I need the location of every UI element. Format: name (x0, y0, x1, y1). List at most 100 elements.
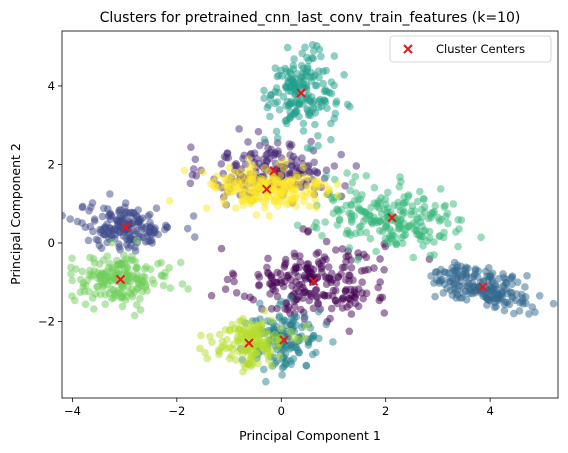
data-point (418, 222, 426, 230)
data-point (275, 160, 284, 168)
data-point (345, 244, 354, 252)
data-point (535, 292, 544, 300)
data-point (283, 43, 292, 52)
data-point (19, 309, 27, 317)
data-point (292, 321, 300, 329)
data-point (347, 264, 356, 272)
data-point (277, 324, 285, 333)
data-point (344, 294, 353, 303)
data-point (347, 218, 356, 226)
data-point (343, 169, 351, 177)
legend: Cluster Centers (389, 35, 552, 63)
data-point (220, 174, 228, 182)
data-point (449, 200, 458, 208)
data-point (100, 231, 109, 239)
data-point (346, 271, 354, 280)
data-point (346, 186, 354, 195)
x-tick-label: 4 (486, 404, 493, 418)
data-point (376, 278, 385, 286)
data-point (301, 43, 309, 52)
cluster-center-6 (387, 213, 397, 223)
data-point (225, 326, 234, 334)
cluster-3-points (427, 258, 558, 318)
data-point (281, 349, 290, 358)
data-point (272, 127, 281, 136)
data-point (85, 207, 93, 215)
data-point (149, 225, 158, 234)
cluster-7-points (19, 236, 192, 320)
data-point (131, 247, 140, 255)
data-point (404, 223, 413, 231)
data-point (361, 266, 369, 275)
data-point (521, 283, 529, 291)
data-point (240, 193, 248, 201)
data-point (283, 356, 292, 365)
x-tick-label: −4 (64, 404, 81, 418)
data-point (308, 350, 317, 359)
data-point (214, 346, 223, 355)
data-point (338, 304, 347, 312)
data-point (254, 359, 262, 368)
data-point (270, 198, 279, 206)
data-point (261, 204, 269, 212)
cluster-center-3 (478, 282, 488, 292)
data-point (202, 204, 211, 212)
data-point (106, 209, 114, 218)
x-tick-label: −2 (168, 404, 185, 418)
data-point (307, 292, 316, 300)
data-point (214, 184, 222, 192)
data-point (235, 317, 244, 326)
data-point (225, 354, 234, 363)
x-tick-label: 0 (278, 404, 285, 418)
data-point (251, 340, 260, 349)
data-point (351, 172, 360, 181)
data-point (276, 269, 285, 278)
data-point (307, 144, 315, 153)
data-point (285, 101, 293, 109)
data-point (243, 359, 252, 368)
data-point (303, 174, 312, 182)
data-point (356, 228, 365, 237)
data-point (292, 171, 301, 179)
data-point (299, 127, 308, 135)
data-point (412, 215, 421, 224)
data-point (255, 273, 264, 281)
data-point (319, 67, 328, 76)
data-point (122, 255, 131, 263)
data-point (221, 285, 230, 294)
data-point (267, 316, 276, 325)
data-point (207, 291, 216, 300)
data-point (78, 219, 86, 227)
points-layer (19, 41, 558, 386)
data-point (154, 260, 162, 268)
data-point (354, 255, 362, 264)
cluster-center-4 (279, 335, 289, 345)
data-point (252, 211, 261, 219)
data-point (292, 156, 301, 164)
data-point (266, 112, 274, 121)
data-point (299, 119, 308, 128)
data-point (338, 294, 347, 303)
data-point (106, 190, 114, 198)
data-point (125, 273, 134, 282)
data-point (285, 140, 294, 148)
data-point (416, 187, 424, 196)
data-point (201, 348, 209, 357)
data-point (66, 215, 74, 223)
data-point (299, 163, 307, 172)
data-point (68, 254, 76, 263)
data-point (136, 294, 144, 303)
data-point (330, 52, 339, 60)
data-point (116, 246, 124, 254)
data-point (320, 253, 329, 261)
data-point (425, 227, 434, 236)
data-point (407, 207, 416, 216)
data-point (293, 221, 302, 230)
data-point (232, 289, 241, 297)
data-point (225, 163, 234, 172)
data-point (187, 143, 195, 151)
data-point (165, 197, 174, 205)
data-point (102, 224, 110, 232)
y-axis: −2 0 2 4 (38, 79, 62, 328)
